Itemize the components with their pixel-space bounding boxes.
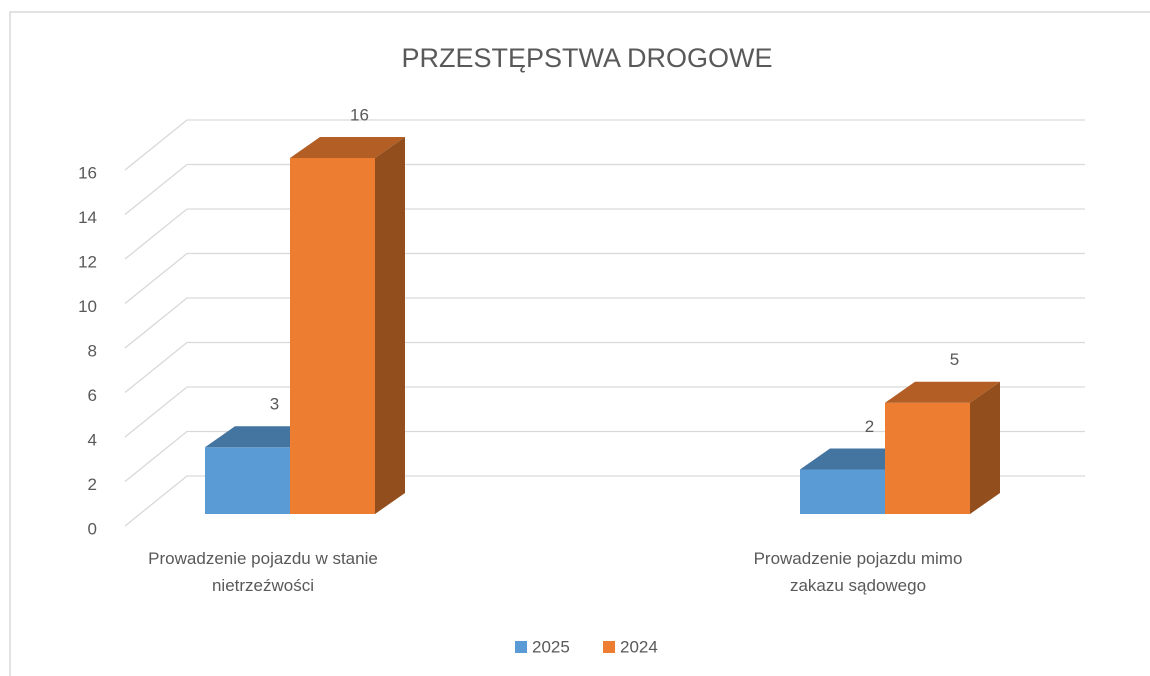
grid-line [124, 341, 1085, 394]
y-tick-label: 12 [78, 252, 97, 271]
data-label: 16 [350, 105, 369, 124]
y-tick-label: 6 [88, 386, 97, 405]
data-label: 2 [865, 417, 874, 436]
bar-side [970, 381, 1000, 514]
grid-line [124, 119, 1085, 171]
grid-line [124, 208, 1085, 260]
data-label: 3 [270, 395, 279, 414]
y-tick-label: 0 [88, 519, 97, 538]
bar-top [290, 137, 405, 158]
bar [800, 469, 885, 514]
grid-line [124, 297, 1085, 349]
bar [885, 402, 970, 514]
legend-swatch [515, 641, 527, 653]
bar [290, 158, 375, 514]
legend-swatch [603, 641, 615, 653]
y-tick-label: 10 [78, 297, 97, 316]
y-tick-label: 2 [88, 475, 97, 494]
grid-line [124, 163, 1085, 216]
bar-side [375, 137, 405, 514]
data-label: 5 [950, 350, 959, 369]
grid-line [124, 252, 1085, 305]
y-tick-label: 14 [78, 208, 97, 227]
y-tick-label: 4 [88, 430, 97, 449]
y-tick-label: 16 [78, 163, 97, 182]
chart-title: PRZESTĘPSTWA DROGOWE [401, 43, 772, 73]
legend-label: 2024 [620, 637, 658, 656]
y-tick-label: 8 [88, 341, 97, 360]
grid-line [124, 475, 1085, 527]
legend-label: 2025 [532, 637, 570, 656]
chart-border [9, 11, 1150, 676]
grid-line [124, 386, 1085, 438]
x-tick-label: Prowadzenie pojazdu w stanie nietrzeźwoś… [148, 549, 378, 595]
bar [205, 447, 290, 514]
x-tick-label: Prowadzenie pojazdu mimo zakazu sądowego [753, 549, 963, 595]
bar-top [885, 381, 1000, 403]
grid-line [124, 430, 1085, 483]
